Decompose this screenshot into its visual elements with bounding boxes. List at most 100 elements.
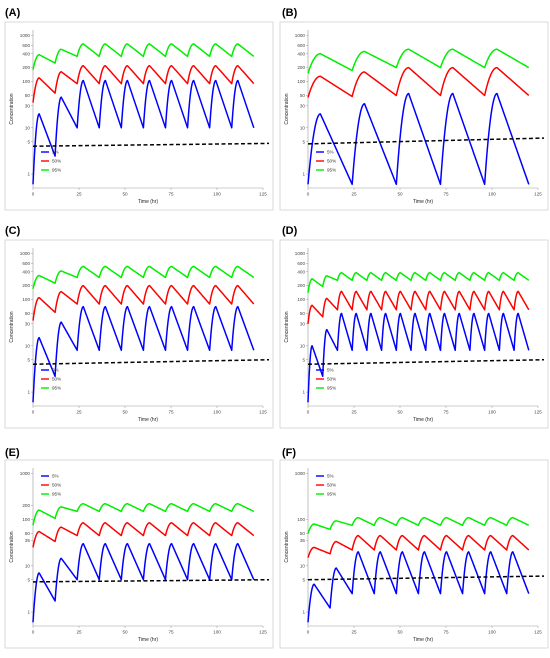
x-tick-label: 125 <box>259 410 267 415</box>
legend-label: 5% <box>52 474 59 479</box>
chart-panel-e: (E) 1 5 10 35 50 100 200 1000 0 25 50 75 100 125 Time (… <box>4 447 274 649</box>
x-tick-label: 0 <box>32 192 35 197</box>
y-tick-label: 1000 <box>295 471 306 476</box>
x-axis-title: Time (hr) <box>138 199 158 205</box>
x-tick-label: 25 <box>76 192 82 197</box>
legend-label: 95% <box>327 168 336 173</box>
panel-label: (A) <box>5 7 21 19</box>
y-tick-label: 5 <box>302 357 305 362</box>
x-tick-label: 50 <box>122 192 128 197</box>
y-tick-label: 600 <box>22 43 30 48</box>
series-line-5pct <box>32 305 255 403</box>
y-tick-label: 200 <box>297 65 305 70</box>
x-tick-label: 0 <box>32 410 35 415</box>
y-tick-label: 400 <box>297 269 305 274</box>
y-tick-label: 50 <box>25 531 31 536</box>
y-tick-label: 5 <box>27 139 30 144</box>
x-tick-label: 125 <box>259 630 267 635</box>
chart-panel-f: (F) 1 5 10 35 50 100 1000 0 25 50 75 100 125 Time (hr)… <box>279 447 549 649</box>
legend-label: 5% <box>52 150 59 155</box>
x-tick-label: 0 <box>307 630 310 635</box>
panel-frame <box>279 239 549 429</box>
y-tick-label: 600 <box>297 261 305 266</box>
legend-label: 50% <box>52 159 61 164</box>
legend-label: 95% <box>327 492 336 497</box>
y-tick-label: 100 <box>22 297 30 302</box>
y-tick-label: 30 <box>25 321 31 326</box>
y-tick-label: 5 <box>302 577 305 582</box>
y-tick-label: 10 <box>300 343 306 348</box>
y-tick-label: 50 <box>25 93 31 98</box>
series-line-95pct <box>307 48 530 74</box>
y-tick-label: 200 <box>297 283 305 288</box>
x-tick-label: 75 <box>443 630 449 635</box>
y-tick-label: 600 <box>22 261 30 266</box>
legend-label: 5% <box>327 474 334 479</box>
series-line-95pct <box>32 43 255 70</box>
series-line-5pct <box>307 312 530 403</box>
y-tick-label: 1 <box>27 172 30 177</box>
x-tick-label: 125 <box>534 410 542 415</box>
y-tick-label: 30 <box>300 321 306 326</box>
y-tick-label: 10 <box>300 563 306 568</box>
y-tick-label: 50 <box>300 93 306 98</box>
legend-label: 95% <box>52 168 61 173</box>
series-line-95pct <box>307 271 530 293</box>
x-tick-label: 25 <box>76 630 82 635</box>
y-tick-label: 30 <box>25 103 31 108</box>
panel-frame <box>279 21 549 211</box>
y-tick-label: 1 <box>302 390 305 395</box>
y-tick-label: 100 <box>297 79 305 84</box>
x-tick-label: 75 <box>168 630 174 635</box>
panel-label: (C) <box>5 225 21 237</box>
y-tick-label: 1000 <box>295 33 306 38</box>
x-tick-label: 0 <box>32 630 35 635</box>
y-tick-label: 50 <box>300 531 306 536</box>
panel-label: (D) <box>282 225 298 237</box>
y-axis-title: Concentration <box>284 93 290 124</box>
x-axis-title: Time (hr) <box>413 637 433 643</box>
y-tick-label: 200 <box>22 65 30 70</box>
legend-label: 95% <box>52 492 61 497</box>
x-tick-label: 125 <box>534 192 542 197</box>
y-tick-label: 400 <box>297 51 305 56</box>
legend-label: 50% <box>52 377 61 382</box>
x-axis-title: Time (hr) <box>138 637 158 643</box>
panel-label: (F) <box>282 447 296 459</box>
chart-panel-d: (D) 1 5 10 30 50 100 200 400 600 1000 0 25 50 75 100 125… <box>279 225 549 429</box>
y-tick-label: 400 <box>22 269 30 274</box>
x-tick-label: 50 <box>397 410 403 415</box>
series-line-5pct <box>307 92 530 186</box>
x-tick-label: 50 <box>122 410 128 415</box>
y-tick-label: 50 <box>25 311 31 316</box>
chart-panel-a: (A) 1 5 10 30 50 100 200 400 600 1000 0 25 50 75 100 125… <box>4 7 274 211</box>
series-line-5pct <box>307 551 530 623</box>
series-line-50pct <box>32 64 255 103</box>
series-line-50pct <box>32 522 255 548</box>
y-tick-label: 1 <box>27 390 30 395</box>
x-tick-label: 125 <box>534 630 542 635</box>
y-tick-label: 5 <box>302 139 305 144</box>
y-tick-label: 200 <box>22 503 30 508</box>
legend-label: 5% <box>327 150 334 155</box>
legend-label: 95% <box>327 386 336 391</box>
y-tick-label: 1 <box>27 610 30 615</box>
x-tick-label: 25 <box>76 410 82 415</box>
y-tick-label: 50 <box>300 311 306 316</box>
y-tick-label: 10 <box>25 563 31 568</box>
legend-label: 5% <box>52 368 59 373</box>
chart-panel-c: (C) 1 5 10 30 50 100 200 400 600 1000 0 25 50 75 100 125… <box>4 225 274 429</box>
y-tick-label: 10 <box>25 125 31 130</box>
x-tick-label: 125 <box>259 192 267 197</box>
x-tick-label: 75 <box>443 192 449 197</box>
y-tick-label: 1000 <box>295 251 306 256</box>
y-tick-label: 5 <box>27 577 30 582</box>
y-axis-title: Concentration <box>9 531 15 562</box>
x-tick-label: 100 <box>488 630 496 635</box>
legend-label: 95% <box>52 386 61 391</box>
x-tick-label: 0 <box>307 192 310 197</box>
legend-label: 50% <box>327 159 336 164</box>
x-tick-label: 100 <box>213 410 221 415</box>
series-line-50pct <box>307 290 530 324</box>
